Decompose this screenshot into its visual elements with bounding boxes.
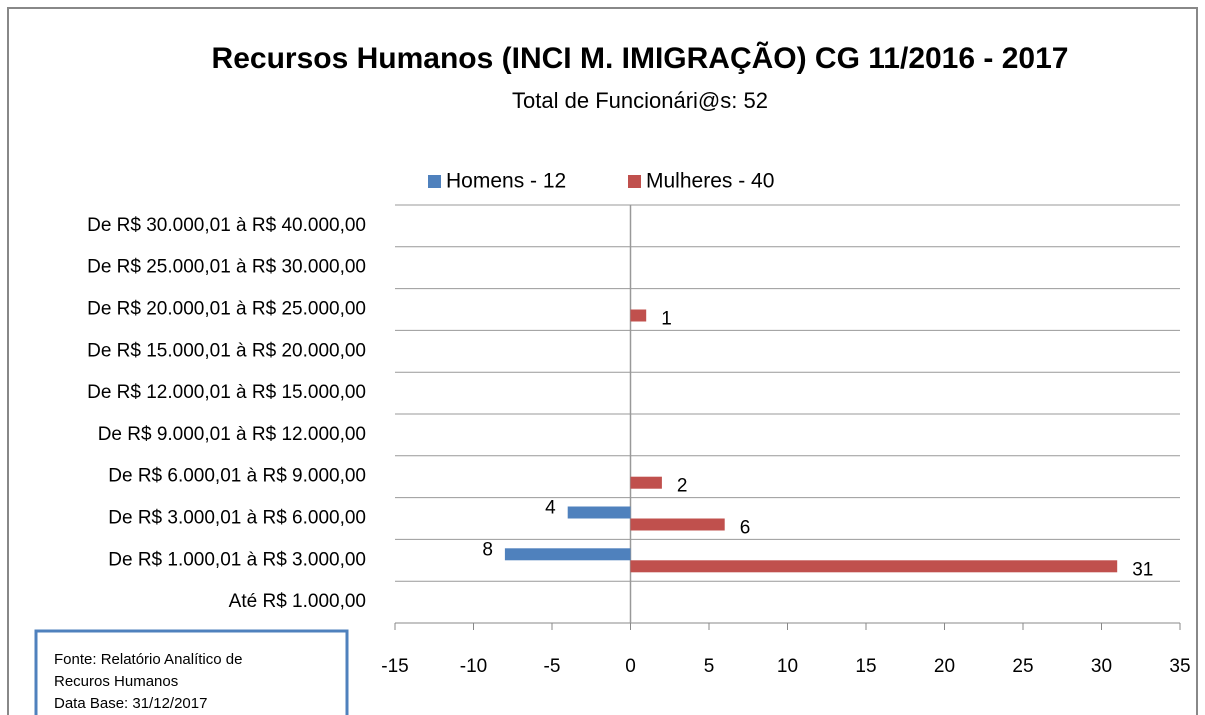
x-tick-label: 30: [1091, 656, 1112, 677]
x-tick-label: 10: [777, 656, 798, 677]
legend-label: Homens - 12: [446, 170, 566, 193]
x-tick-label: 25: [1012, 656, 1033, 677]
source-note: Recuros Humanos: [54, 673, 178, 690]
y-tick-label: De R$ 20.000,01 à R$ 25.000,00: [87, 299, 366, 320]
chart-title: Recursos Humanos (INCI M. IMIGRAÇÃO) CG …: [212, 41, 1069, 75]
chart-frame: [7, 7, 1198, 715]
x-tick-label: 0: [625, 656, 636, 677]
y-tick-label: De R$ 25.000,01 à R$ 30.000,00: [87, 257, 366, 278]
data-label: 6: [740, 518, 751, 539]
x-tick-label: 20: [934, 656, 955, 677]
x-tick-label: -5: [544, 656, 561, 677]
data-label: 2: [677, 476, 688, 497]
x-tick-label: 15: [855, 656, 876, 677]
y-tick-label: De R$ 1.000,01 à R$ 3.000,00: [108, 549, 366, 570]
x-tick-label: 5: [704, 656, 715, 677]
data-label: 8: [482, 539, 493, 560]
source-box: [34, 629, 349, 715]
y-tick-label: De R$ 6.000,01 à R$ 9.000,00: [108, 466, 366, 487]
y-tick-label: De R$ 3.000,01 à R$ 6.000,00: [108, 508, 366, 529]
chart-subtitle: Total de Funcionári@s: 52: [512, 88, 768, 113]
bar: [630, 309, 647, 322]
y-tick-label: De R$ 30.000,01 à R$ 40.000,00: [87, 215, 366, 236]
x-tick-label: 35: [1169, 656, 1190, 677]
bar: [630, 476, 662, 489]
x-tick-label: -10: [460, 656, 487, 677]
source-note: Fonte: Relatório Analítico de: [54, 651, 242, 668]
source-note: Data Base: 31/12/2017: [54, 695, 207, 712]
y-tick-label: De R$ 9.000,01 à R$ 12.000,00: [98, 424, 366, 445]
legend-swatch: [628, 175, 641, 188]
bar: [504, 548, 631, 561]
y-tick-label: Até R$ 1.000,00: [229, 591, 366, 612]
bar: [630, 560, 1118, 573]
data-label: 1: [661, 309, 672, 330]
legend-label: Mulheres - 40: [646, 170, 774, 193]
bar: [630, 518, 725, 531]
data-label: 4: [545, 498, 556, 519]
bar: [567, 506, 631, 519]
y-tick-label: De R$ 12.000,01 à R$ 15.000,00: [87, 382, 366, 403]
x-tick-label: -15: [381, 656, 408, 677]
y-tick-label: De R$ 15.000,01 à R$ 20.000,00: [87, 340, 366, 361]
legend-swatch: [428, 175, 441, 188]
data-label: 31: [1132, 559, 1153, 580]
